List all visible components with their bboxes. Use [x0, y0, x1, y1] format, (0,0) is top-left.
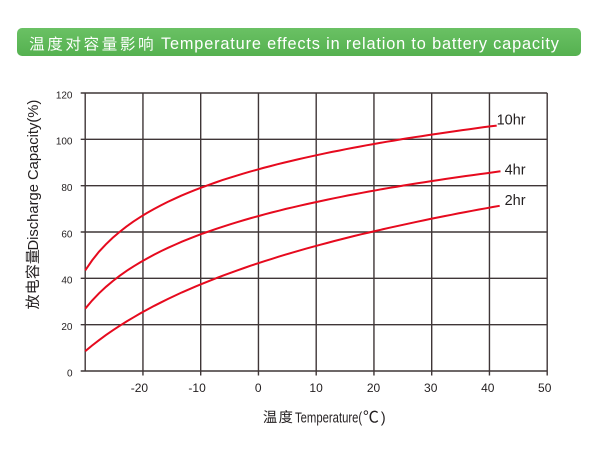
svg-text:2hr: 2hr — [505, 193, 526, 209]
svg-text:50: 50 — [538, 381, 552, 395]
svg-text:20: 20 — [367, 381, 381, 395]
svg-text:Temperature effects in relatio: Temperature effects in relation to batte… — [161, 35, 560, 53]
svg-text:30: 30 — [424, 381, 438, 395]
svg-text:60: 60 — [61, 229, 73, 240]
svg-text:10hr: 10hr — [497, 112, 526, 128]
svg-text:20: 20 — [61, 322, 73, 333]
svg-text:4hr: 4hr — [505, 162, 526, 178]
svg-text:40: 40 — [61, 276, 73, 287]
svg-text:Discharge Capacity(%): Discharge Capacity(%) — [26, 100, 42, 251]
svg-text:Temperature(: Temperature( — [295, 411, 362, 427]
svg-text:): ) — [381, 411, 386, 427]
svg-text:0: 0 — [67, 368, 73, 379]
svg-text:120: 120 — [56, 90, 73, 101]
svg-text:0: 0 — [255, 381, 262, 395]
svg-text:-20: -20 — [131, 381, 149, 395]
svg-text:100: 100 — [56, 137, 73, 148]
svg-text:40: 40 — [481, 381, 495, 395]
svg-text:10: 10 — [309, 381, 323, 395]
svg-text:-10: -10 — [188, 381, 206, 395]
svg-text:80: 80 — [61, 183, 73, 194]
